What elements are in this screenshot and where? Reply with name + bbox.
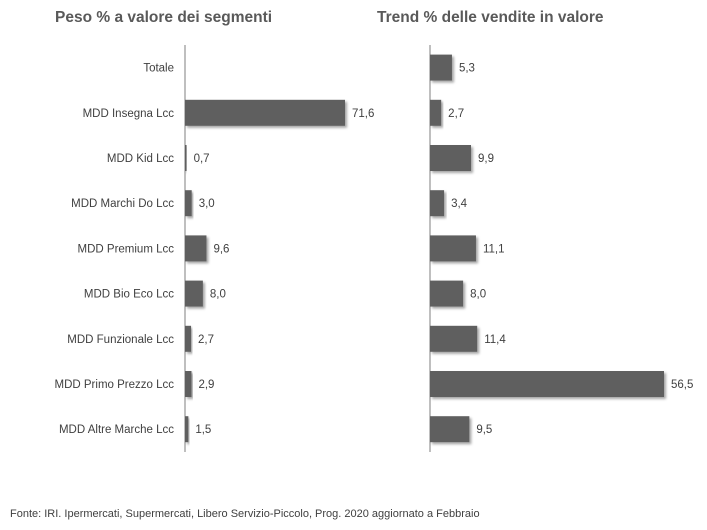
category-label: MDD Primo Prezzo Lcc [55,379,175,391]
left-bar [185,190,192,217]
category-label: MDD Kid Lcc [107,153,174,165]
category-label: MDD Bio Eco Lcc [84,289,174,301]
right-value-label: 11,4 [484,334,506,346]
right-bar [430,325,478,352]
right-value-label: 2,7 [448,108,464,120]
left-bar [185,235,207,262]
right-chart: 5,3 2,7 9,9 3,4 11,1 8,0 11,4 56,5 9,5 [429,45,693,452]
right-bar [430,190,445,217]
category-label: Totale [143,63,174,75]
right-value-label: 11,1 [483,243,505,255]
right-bar [430,145,472,171]
right-bar [430,235,476,262]
category-label: MDD Altre Marche Lcc [59,424,174,436]
left-bar [185,99,345,126]
left-value-label: 2,9 [198,379,214,391]
left-chart-title: Peso % a valore dei segmenti [55,9,272,26]
left-value-label: 0,7 [194,153,210,165]
left-value-label: 3,0 [199,198,215,210]
left-value-label: 8,0 [210,289,226,301]
left-bar [185,280,203,307]
category-label: MDD Marchi Do Lcc [71,198,174,210]
right-bar [430,99,442,126]
right-value-label: 9,5 [476,424,492,436]
right-value-label: 8,0 [470,289,486,301]
left-value-label: 9,6 [213,243,229,255]
category-label: MDD Insegna Lcc [83,108,175,120]
category-label: MDD Funzionale Lcc [67,334,174,346]
right-chart-title: Trend % delle vendite in valore [377,9,604,26]
left-bar [185,145,187,171]
left-bar [185,325,192,352]
category-label: MDD Premium Lcc [78,243,175,255]
left-bar [185,416,189,443]
right-bar [430,54,452,81]
right-value-label: 9,9 [478,153,494,165]
right-bar [430,280,464,307]
left-value-label: 71,6 [352,108,374,120]
right-value-label: 56,5 [671,379,693,391]
left-value-label: 2,7 [198,334,214,346]
left-value-label: 1,5 [195,424,211,436]
right-bar [430,416,470,443]
left-chart: Totale MDD Insegna Lcc 71,6 MDD Kid Lcc 0,7 M… [55,45,374,452]
right-bar [430,371,664,397]
right-value-label: 3,4 [451,198,468,210]
left-bar [185,371,192,397]
source-note: Fonte: IRI. Ipermercati, Supermercati, L… [10,508,480,520]
right-value-label: 5,3 [459,63,475,75]
